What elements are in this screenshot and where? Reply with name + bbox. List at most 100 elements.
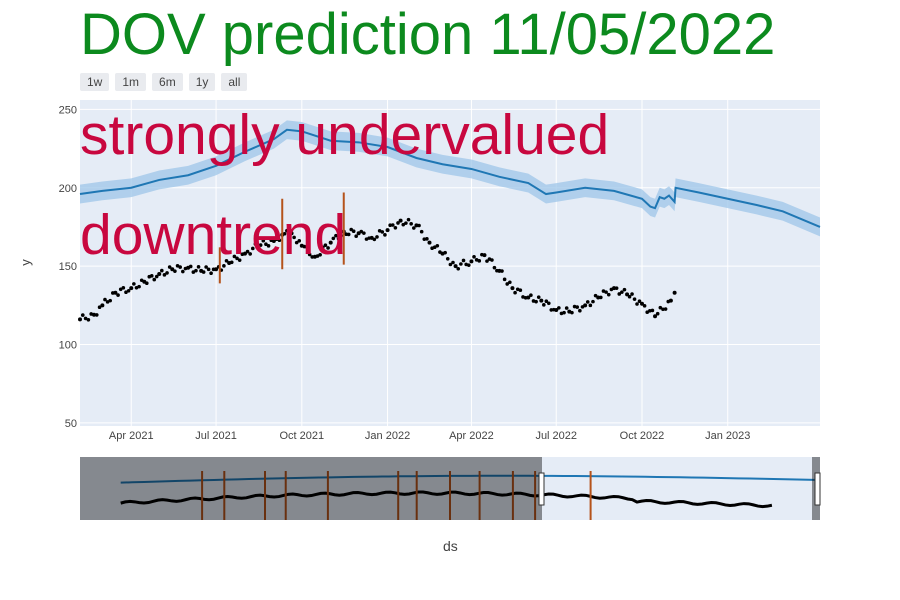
y-axis-label: y	[17, 259, 33, 266]
actual-point	[167, 265, 172, 269]
actual-point	[546, 301, 551, 306]
actual-point	[492, 265, 497, 270]
rangeslider-left-handle[interactable]	[538, 472, 545, 506]
actual-point	[398, 218, 403, 223]
y-tick-label: 250	[59, 104, 77, 116]
actual-point	[604, 290, 608, 294]
actual-point	[362, 231, 366, 235]
y-tick-label: 200	[59, 183, 77, 195]
x-axis-label: ds	[443, 538, 458, 554]
actual-point	[655, 311, 660, 316]
actual-point	[448, 262, 453, 267]
actual-point	[100, 303, 105, 308]
actual-point	[599, 295, 603, 300]
actual-point	[606, 292, 611, 297]
annotation-valuation: strongly undervalued	[80, 103, 610, 167]
x-tick-label: Apr 2022	[449, 430, 494, 442]
actual-point	[622, 287, 627, 292]
actual-point	[346, 232, 351, 237]
actual-point	[578, 308, 582, 313]
x-tick-label: Oct 2021	[279, 430, 324, 442]
actual-point	[544, 299, 549, 304]
actual-point	[209, 271, 213, 276]
actual-point	[86, 317, 91, 322]
x-tick-label: Jan 2023	[705, 430, 750, 442]
actual-point	[380, 230, 385, 234]
actual-point	[229, 260, 234, 265]
x-tick-label: Apr 2021	[109, 430, 154, 442]
actual-point	[188, 264, 193, 269]
range-selector: 1w 1m 6m 1y all	[80, 73, 248, 91]
actual-point	[245, 249, 250, 254]
actual-point	[289, 231, 294, 236]
actual-point	[642, 304, 647, 308]
actual-point	[412, 226, 416, 230]
actual-point	[97, 305, 102, 310]
range-button-1y[interactable]: 1y	[188, 73, 216, 91]
actual-point	[258, 243, 263, 247]
range-button-6m[interactable]: 6m	[152, 73, 183, 91]
actual-point	[425, 237, 429, 241]
y-tick-label: 150	[59, 261, 77, 273]
range-button-all[interactable]: all	[221, 73, 248, 91]
rangeslider-right-handle[interactable]	[814, 472, 821, 506]
actual-point	[154, 274, 159, 279]
actual-point	[331, 236, 336, 241]
actual-point	[456, 266, 461, 271]
actual-point	[588, 303, 593, 308]
actual-point	[564, 306, 569, 310]
actual-point	[137, 284, 141, 289]
actual-point	[653, 314, 658, 319]
actual-point	[518, 288, 523, 293]
rangeslider-forecast	[120, 474, 821, 484]
actual-point	[132, 282, 136, 286]
actual-point	[443, 250, 447, 255]
actual-point	[307, 252, 312, 257]
forecast-band	[80, 120, 820, 237]
y-tick-label: 50	[65, 418, 77, 430]
actual-point	[396, 221, 400, 225]
actual-point	[129, 286, 134, 291]
actual-point	[632, 297, 637, 301]
actual-point	[453, 264, 458, 269]
range-button-1w[interactable]: 1w	[80, 73, 110, 91]
actual-point	[419, 229, 424, 234]
actual-point	[224, 259, 229, 263]
actual-point	[152, 277, 157, 282]
actual-point	[294, 240, 299, 245]
actual-point	[214, 267, 219, 272]
actual-point	[206, 267, 211, 272]
actual-point	[472, 254, 476, 259]
actual-point	[585, 300, 590, 304]
actual-point	[178, 265, 182, 269]
actual-point	[625, 292, 630, 297]
actual-point	[232, 254, 237, 259]
actual-point	[427, 240, 432, 245]
actual-point	[557, 306, 561, 310]
actual-point	[170, 267, 175, 272]
actual-point	[354, 234, 358, 239]
actual-point	[372, 237, 377, 242]
annotation-trend: downtrend	[80, 203, 347, 267]
actual-point	[118, 287, 123, 292]
actual-point	[620, 290, 624, 294]
actual-point	[264, 242, 268, 247]
actual-point	[406, 217, 411, 222]
actual-point	[502, 277, 507, 282]
actual-point	[469, 259, 474, 264]
range-button-1m[interactable]: 1m	[115, 73, 147, 91]
actual-point	[627, 294, 632, 299]
actual-point	[612, 286, 617, 291]
actual-point	[542, 303, 546, 307]
actual-point	[596, 295, 601, 300]
actual-point	[614, 286, 619, 290]
actual-point	[320, 245, 325, 250]
actual-point	[78, 317, 82, 322]
actual-point	[510, 286, 515, 291]
x-tick-label: Jul 2021	[195, 430, 237, 442]
actual-point	[390, 223, 395, 227]
actual-point	[393, 225, 398, 230]
actual-point	[297, 238, 302, 243]
actual-point	[562, 310, 566, 315]
